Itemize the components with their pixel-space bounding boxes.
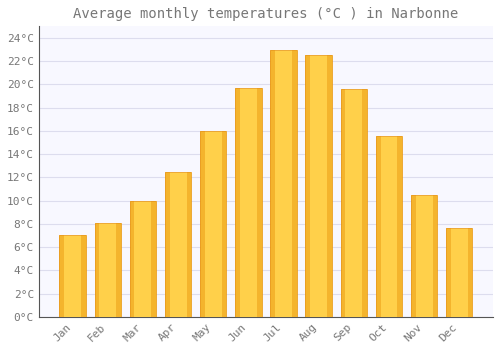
Bar [60,236,64,317]
Bar [186,172,191,317]
Bar [270,49,275,317]
Bar [116,223,121,317]
Bar [81,236,86,317]
Bar [94,223,100,317]
Bar [327,55,332,317]
Bar [446,229,472,317]
Bar [468,229,472,317]
Bar [306,55,310,317]
Bar [165,172,170,317]
Bar [270,49,296,317]
Bar [200,131,205,317]
Bar [376,135,402,317]
Bar [340,89,345,317]
Bar [340,89,367,317]
Bar [222,131,226,317]
Bar [292,49,296,317]
Bar [94,223,121,317]
Bar [446,229,451,317]
Bar [432,195,438,317]
Bar [411,195,438,317]
Bar [130,201,156,317]
Title: Average monthly temperatures (°C ) in Narbonne: Average monthly temperatures (°C ) in Na… [74,7,458,21]
Bar [200,131,226,317]
Bar [60,236,86,317]
Bar [152,201,156,317]
Bar [411,195,416,317]
Bar [165,172,191,317]
Bar [306,55,332,317]
Bar [362,89,367,317]
Bar [257,88,262,317]
Bar [376,135,380,317]
Bar [398,135,402,317]
Bar [130,201,134,317]
Bar [235,88,240,317]
Bar [235,88,262,317]
